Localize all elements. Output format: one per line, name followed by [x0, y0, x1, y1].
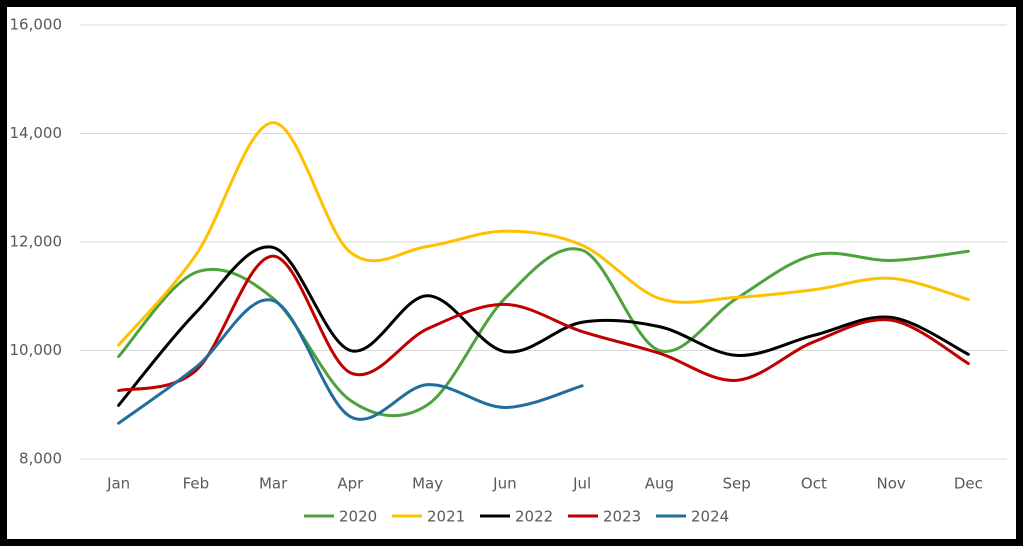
y-tick-label: 8,000	[19, 450, 62, 468]
y-tick-label: 12,000	[10, 233, 63, 251]
legend-label: 2020	[339, 508, 377, 526]
legend-label: 2024	[691, 508, 729, 526]
x-tick-label: Sep	[722, 475, 750, 493]
x-tick-label: Aug	[645, 475, 674, 493]
x-tick-label: Dec	[954, 475, 983, 493]
y-tick-label: 14,000	[10, 124, 63, 142]
x-tick-label: Jan	[106, 475, 130, 493]
x-tick-label: Apr	[337, 475, 364, 493]
series-line	[117, 245, 970, 407]
series-line	[117, 121, 970, 347]
series-line	[117, 298, 584, 425]
legend-label: 2021	[427, 508, 465, 526]
x-tick-label: Jun	[492, 475, 516, 493]
x-tick-label: May	[412, 475, 443, 493]
y-tick-label: 10,000	[10, 341, 63, 359]
x-tick-label: Nov	[876, 475, 905, 493]
x-tick-label: Jul	[572, 475, 591, 493]
y-tick-label: 16,000	[10, 16, 63, 34]
series-line	[117, 247, 970, 418]
legend-label: 2023	[603, 508, 641, 526]
legend-label: 2022	[515, 508, 553, 526]
x-tick-label: Feb	[183, 475, 210, 493]
x-tick-label: Oct	[801, 475, 827, 493]
series-line	[117, 254, 970, 393]
x-tick-label: Mar	[259, 475, 288, 493]
